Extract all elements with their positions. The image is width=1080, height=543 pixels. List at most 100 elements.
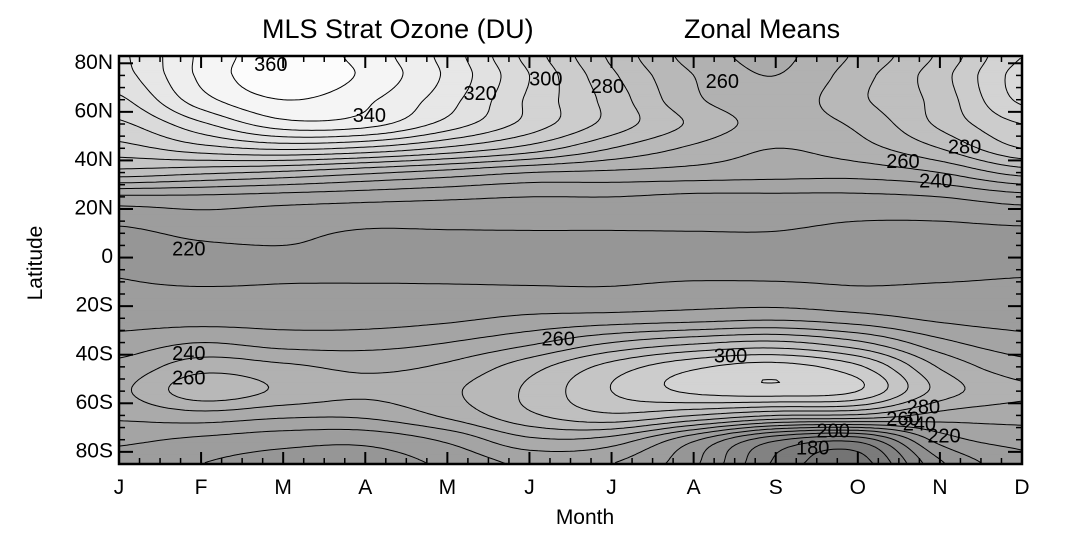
contour-band [804, 226, 1022, 230]
contour-band [935, 281, 1022, 285]
contour-band [714, 435, 740, 439]
contour-band [521, 144, 572, 148]
contour-band [968, 454, 1022, 458]
contour-band [119, 401, 149, 405]
contour-band [677, 351, 834, 355]
contour-band [820, 94, 867, 98]
contour-band [660, 442, 691, 446]
contour-band [681, 125, 736, 129]
contour-band [168, 389, 268, 393]
contour-band [701, 94, 822, 98]
contour-band [119, 192, 243, 196]
contour-band [459, 101, 494, 105]
contour-band [960, 106, 990, 110]
contour-band [500, 348, 568, 352]
contour-band [443, 322, 646, 326]
contour-band [316, 168, 445, 172]
contour-band [866, 454, 888, 458]
contour-band [870, 101, 925, 105]
contour-band [927, 380, 962, 384]
contour-band [907, 351, 941, 355]
contour-band [804, 334, 880, 338]
contour-band [800, 432, 867, 436]
contour-band [266, 430, 383, 434]
contour-band [570, 380, 613, 384]
contour-label: 260 [706, 71, 739, 93]
contour-band [919, 77, 954, 81]
contour-band [833, 116, 888, 120]
contour-band [816, 452, 863, 456]
contour-band [233, 77, 354, 81]
contour-band [348, 128, 412, 132]
contour-band [611, 65, 646, 69]
contour-label: 320 [464, 83, 497, 105]
contour-band [993, 327, 1022, 331]
contour-band [233, 58, 346, 62]
contour-band [566, 384, 613, 388]
contour-band [882, 406, 917, 410]
contour-band [525, 96, 559, 100]
contour-band [849, 440, 880, 444]
contour-band [119, 84, 145, 88]
contour-band [414, 111, 453, 115]
contour-band [172, 344, 243, 348]
contour-band [201, 84, 243, 88]
contour-band [656, 281, 810, 285]
contour-band [119, 216, 1022, 220]
contour-band [964, 389, 1022, 393]
contour-band [833, 358, 876, 362]
contour-band [878, 72, 921, 76]
contour-band [430, 132, 481, 136]
contour-band [402, 70, 440, 74]
contour-band [968, 176, 1022, 180]
contour-band [640, 140, 707, 144]
contour-band [586, 72, 617, 76]
contour-label: 220 [172, 239, 205, 261]
contour-band [398, 130, 445, 134]
contour-band [960, 58, 986, 62]
contour-band [238, 106, 371, 110]
contour-band [623, 156, 736, 160]
contour-band [562, 111, 601, 115]
contour-band [529, 82, 559, 86]
contour-band [225, 116, 272, 120]
contour-band [915, 180, 999, 184]
contour-band [303, 240, 1022, 244]
contour-band [714, 161, 867, 165]
contour-band [619, 459, 670, 463]
contour-band [677, 420, 732, 424]
contour-band [201, 132, 256, 136]
contour-band [931, 56, 962, 60]
contour-band [866, 396, 896, 400]
contour-band [681, 447, 707, 451]
contour-band [923, 447, 949, 451]
contour-band [599, 363, 654, 367]
contour-band [119, 288, 1022, 292]
contour-band [229, 372, 486, 376]
contour-band [726, 449, 752, 453]
chart-subtitle: Zonal Means [684, 14, 841, 44]
contour-band [911, 365, 937, 369]
contour-band [119, 430, 268, 434]
contour-label: 280 [948, 137, 981, 159]
contour-band [439, 63, 469, 67]
contour-band [976, 77, 1007, 81]
contour-band [755, 437, 793, 441]
contour-band [820, 365, 867, 369]
contour-band [619, 77, 654, 81]
contour-band [398, 420, 465, 424]
contour-band [562, 418, 650, 422]
contour-band [681, 123, 740, 127]
contour-band [135, 72, 165, 76]
contour-band [266, 387, 465, 391]
contour-band [233, 65, 354, 69]
contour-band [385, 92, 432, 96]
contour-band [151, 113, 182, 117]
contour-band [878, 401, 904, 405]
contour-band [681, 116, 736, 120]
contour-band [188, 116, 227, 120]
contour-band [866, 137, 917, 141]
contour-band [119, 396, 137, 400]
contour-band [792, 60, 847, 64]
contour-band [833, 72, 880, 76]
